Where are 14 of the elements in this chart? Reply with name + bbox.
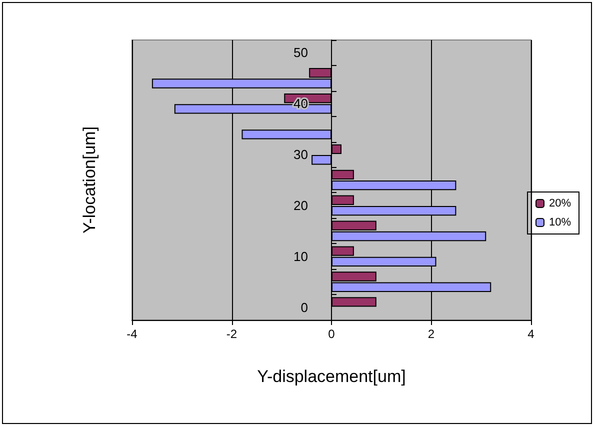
x-tick-label: -2 [226, 327, 238, 341]
y-tick-label: 50 [294, 45, 308, 60]
x-tick-label: 0 [328, 327, 336, 341]
x-tick-label: 4 [528, 327, 535, 341]
x-tick-label: 2 [428, 327, 435, 341]
legend-label: 20% [548, 198, 572, 210]
x-tick-label: -4 [126, 327, 138, 341]
y-axis-title: Y-location[um] [80, 126, 99, 234]
y-tick-label: 10 [294, 248, 308, 264]
y-tick-label: 30 [294, 147, 308, 162]
x-axis-title: Y-displacement[um] [257, 367, 406, 386]
y-tick-label: 0 [300, 300, 308, 315]
y-tick-label: 20 [294, 198, 308, 213]
legend-label: 10% [548, 216, 572, 228]
